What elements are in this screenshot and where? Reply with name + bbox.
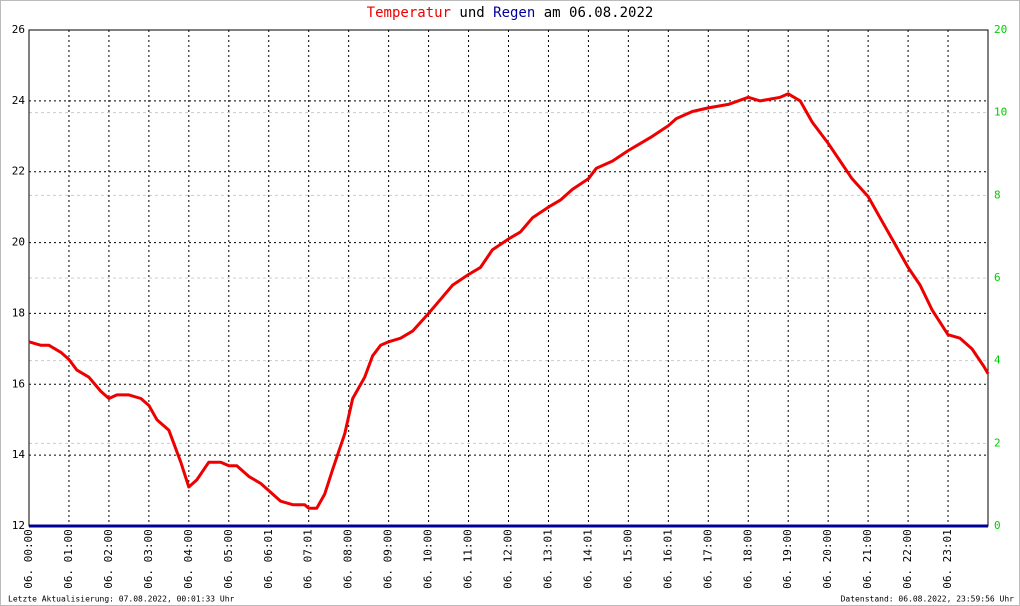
x-tick-label: 06. 01:00 [62,529,75,589]
x-tick-label: 06. 03:00 [142,529,155,589]
y2-tick-label: 8 [994,188,1001,201]
x-tick-label: 06. 04:00 [182,529,195,589]
y-tick-label: 18 [12,306,25,319]
series-line [28,92,990,510]
x-tick-label: 06. 06:01 [262,529,275,589]
y-tick-label: 14 [12,448,26,461]
x-tick-label: 06. 07:01 [302,529,315,589]
y-tick-label: 26 [12,23,25,36]
x-tick-label: 06. 17:00 [701,529,714,589]
y-tick-label: 12 [12,519,25,532]
y2-tick-label: 6 [994,271,1001,284]
x-tick-label: 06. 00:00 [22,529,35,589]
x-tick-label: 06. 18:00 [741,529,754,589]
x-tick-label: 06. 13:01 [541,529,554,589]
x-tick-label: 06. 23:01 [941,529,954,589]
footer-left: Letzte Aktualisierung: 07.08.2022, 00:01… [8,595,235,604]
x-tick-label: 06. 02:00 [102,529,115,589]
x-tick-label: 06. 12:00 [502,529,515,589]
x-tick-label: 06. 11:00 [462,529,475,589]
y-tick-label: 20 [12,236,25,249]
x-tick-label: 06. 21:00 [861,529,874,589]
x-tick-label: 06. 08:00 [342,529,355,589]
y2-tick-label: 2 [994,436,1001,449]
footer-right: Datenstand: 06.08.2022, 23:59:56 Uhr [841,595,1015,604]
title-rain: Regen [493,5,535,21]
title-and: und [459,5,484,21]
title-temp: Temperatur [367,5,451,21]
y2-tick-label: 0 [994,519,1001,532]
y-tick-label: 24 [12,94,26,107]
y2-tick-label: 10 [994,106,1007,119]
x-tick-label: 06. 09:00 [382,529,395,589]
y-tick-label: 22 [12,165,25,178]
x-tick-label: 06. 22:00 [901,529,914,589]
y2-tick-label: 4 [994,354,1001,367]
x-tick-label: 06. 15:00 [621,529,634,589]
x-tick-label: 06. 05:00 [222,529,235,589]
x-tick-label: 06. 16:01 [661,529,674,589]
x-tick-label: 06. 14:01 [581,529,594,589]
x-tick-label: 06. 10:00 [422,529,435,589]
y2-tick-label: 20 [994,23,1007,36]
chart-title: Temperatur und Regen am 06.08.2022 [367,5,654,21]
x-tick-label: 06. 20:00 [821,529,834,589]
title-date: am 06.08.2022 [544,5,654,21]
x-tick-label: 06. 19:00 [781,529,794,589]
y-tick-label: 16 [12,377,25,390]
